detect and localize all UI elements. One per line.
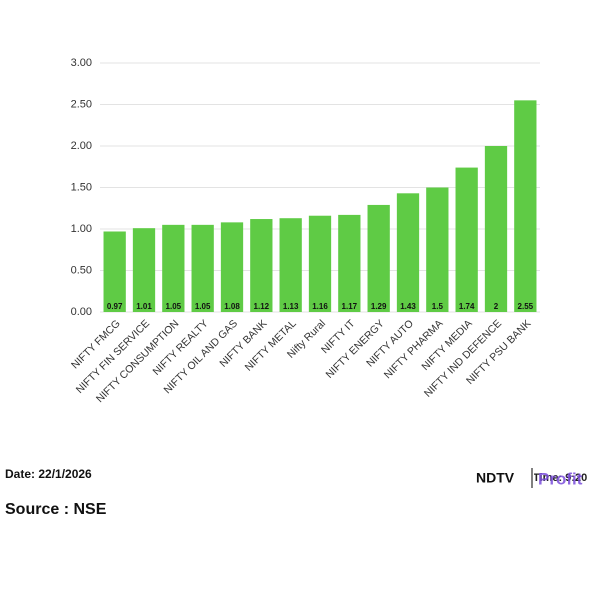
- time-label: Time: 9:20: [533, 472, 587, 484]
- bar: [338, 214, 361, 312]
- y-tick-label: 2.50: [71, 98, 92, 110]
- value-label: 1.08: [224, 302, 240, 311]
- y-tick-label: 2.00: [71, 140, 92, 152]
- y-tick-label: 1.50: [71, 181, 92, 193]
- bar: [132, 228, 156, 312]
- value-label: 1.05: [195, 302, 211, 311]
- value-label: 1.17: [342, 302, 358, 311]
- y-tick-label: 0.50: [71, 264, 92, 276]
- y-tick-label: 1.00: [71, 223, 92, 235]
- value-label: 1.5: [432, 302, 444, 311]
- bar: [308, 215, 332, 312]
- bar: [220, 222, 244, 312]
- bar: [426, 187, 449, 312]
- brand-logo: NDTV: [476, 470, 515, 486]
- bar: [484, 146, 508, 312]
- source-label: Source : NSE: [5, 501, 107, 518]
- bar: [367, 204, 390, 312]
- bar: [250, 219, 273, 312]
- bar: [162, 224, 185, 312]
- bar: [103, 231, 126, 312]
- bar: [191, 224, 214, 312]
- value-label: 2.55: [518, 302, 534, 311]
- y-tick-label: 0.00: [71, 306, 92, 318]
- value-label: 1.12: [254, 302, 270, 311]
- y-tick-label: 3.00: [71, 57, 92, 69]
- value-label: 1.05: [166, 302, 182, 311]
- bar: [455, 167, 478, 312]
- bar: [514, 100, 537, 312]
- value-label: 1.43: [400, 302, 416, 311]
- value-label: 1.16: [312, 302, 328, 311]
- brand-sub: Profit: [538, 469, 583, 488]
- bar: [396, 193, 420, 312]
- date-label: Date: 22/1/2026: [5, 467, 92, 481]
- value-label: 1.74: [459, 302, 475, 311]
- bar: [279, 218, 302, 312]
- value-label: 1.01: [136, 302, 152, 311]
- value-label: 1.29: [371, 302, 387, 311]
- value-label: 1.13: [283, 302, 299, 311]
- value-label: 0.97: [107, 302, 123, 311]
- value-label: 2: [494, 302, 499, 311]
